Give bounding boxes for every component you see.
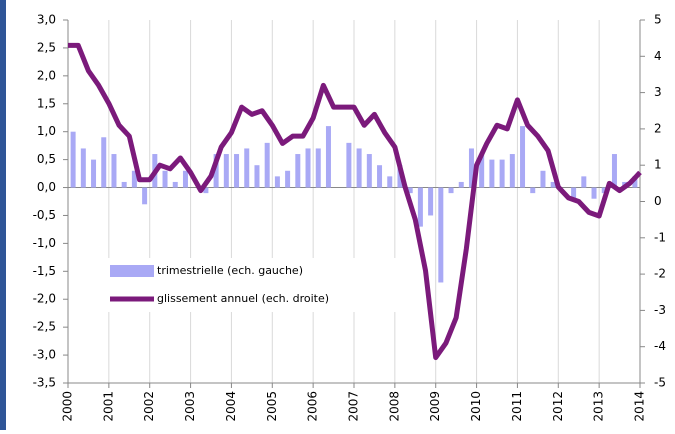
bar — [632, 176, 638, 188]
bar — [295, 154, 301, 188]
bar — [479, 154, 485, 188]
bar — [417, 187, 423, 227]
bar — [346, 142, 352, 188]
x-tick-label: 2013 — [592, 391, 606, 422]
y-tick-label: 1,0 — [37, 124, 56, 138]
bar — [387, 176, 393, 188]
bar — [264, 142, 270, 188]
bar — [101, 137, 107, 188]
bar — [182, 170, 188, 188]
y2-tick-label: 0 — [654, 194, 662, 208]
y2-tick-label: -2 — [654, 267, 666, 281]
y-tick-label: 2,5 — [37, 40, 56, 54]
x-tick-label: 2005 — [265, 391, 279, 422]
x-tick-label: 2012 — [551, 391, 565, 422]
bar — [499, 159, 505, 188]
bar — [520, 126, 526, 188]
y-tick-label: -3,0 — [33, 348, 56, 362]
y2-tick-label: 2 — [654, 121, 662, 135]
bar — [91, 159, 97, 188]
bar — [601, 187, 607, 194]
y-tick-label: -3,5 — [33, 376, 56, 390]
bar — [571, 187, 577, 199]
x-tick-label: 2008 — [387, 391, 401, 422]
bar — [550, 181, 556, 188]
bar — [325, 126, 331, 188]
frame-edge — [0, 0, 6, 430]
y-tick-label: -1,5 — [33, 264, 56, 278]
bar — [305, 148, 311, 188]
bar — [458, 181, 464, 188]
bar — [234, 154, 240, 188]
y-tick-label: 2,0 — [37, 68, 56, 82]
x-tick-label: 2007 — [347, 391, 361, 422]
bar — [509, 154, 515, 188]
bar — [591, 187, 597, 199]
bar — [489, 159, 495, 188]
y-tick-label: -0,5 — [33, 208, 56, 222]
line — [68, 42, 642, 361]
bar — [407, 187, 413, 194]
bar — [203, 187, 209, 194]
bar — [244, 148, 250, 188]
bar — [285, 170, 291, 188]
legend-label: glissement annuel (ech. droite) — [157, 292, 329, 305]
x-tick-label: 2006 — [306, 391, 320, 422]
x-tick-label: 2004 — [224, 391, 238, 422]
x-tick-label: 2009 — [428, 391, 442, 422]
x-tick-label: 2000 — [61, 391, 75, 422]
bar — [111, 154, 117, 188]
y-tick-label: -2,5 — [33, 320, 56, 334]
x-tick-label: 2014 — [633, 391, 647, 422]
legend-label: trimestrielle (ech. gauche) — [157, 264, 303, 277]
y2-tick-label: 4 — [654, 49, 662, 63]
bar — [611, 154, 617, 188]
bar — [377, 165, 383, 188]
y2-tick-label: 1 — [654, 158, 662, 172]
y-tick-label: 0,5 — [37, 152, 56, 166]
bar — [315, 148, 321, 188]
y-tick-label: 3,0 — [37, 13, 56, 27]
y2-tick-label: -5 — [654, 376, 666, 390]
bar — [428, 187, 434, 216]
bar — [530, 187, 536, 194]
bar — [121, 181, 127, 188]
y2-tick-label: -1 — [654, 230, 666, 244]
y2-tick-label: 3 — [654, 85, 662, 99]
bar — [70, 131, 76, 188]
y2-tick-label: -4 — [654, 339, 666, 353]
y-tick-label: -2,0 — [33, 292, 56, 306]
x-tick-label: 2003 — [183, 391, 197, 422]
bar — [540, 170, 546, 188]
bar — [172, 181, 178, 188]
bar — [438, 187, 444, 283]
x-tick-label: 2002 — [142, 391, 156, 422]
bar — [80, 148, 86, 188]
bar — [142, 187, 148, 205]
y-tick-label: 0,0 — [37, 180, 56, 194]
x-tick-label: 2010 — [469, 391, 483, 422]
x-tick-label: 2011 — [510, 391, 524, 422]
bar — [366, 154, 372, 188]
bar — [254, 165, 260, 188]
y2-tick-label: 5 — [654, 13, 662, 27]
bar — [581, 176, 587, 188]
y2-tick-label: -3 — [654, 303, 666, 317]
legend-swatch — [110, 265, 154, 277]
bar — [223, 154, 229, 188]
bar — [274, 176, 280, 188]
y-tick-label: 1,5 — [37, 96, 56, 110]
bar — [356, 148, 362, 188]
bar — [468, 148, 474, 188]
bar — [131, 170, 137, 188]
bar — [162, 170, 168, 188]
bar — [448, 187, 454, 194]
bar — [213, 154, 219, 188]
x-tick-label: 2001 — [101, 391, 115, 422]
y-tick-label: -1,0 — [33, 236, 56, 250]
